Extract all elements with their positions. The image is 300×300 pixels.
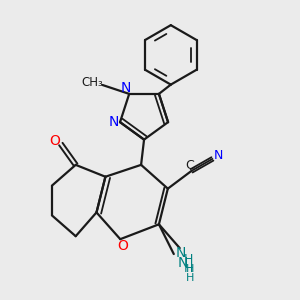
Text: H: H [184, 262, 193, 275]
Text: H: H [184, 254, 193, 266]
Text: N: N [214, 149, 223, 162]
Text: O: O [50, 134, 60, 148]
Text: N: N [121, 81, 131, 95]
Text: CH₃: CH₃ [81, 76, 103, 88]
Text: N: N [108, 115, 119, 129]
Text: N: N [178, 256, 188, 270]
Text: H: H [186, 265, 194, 275]
Text: H: H [186, 273, 194, 284]
Text: O: O [117, 239, 128, 253]
Text: N: N [176, 245, 186, 260]
Text: C: C [186, 159, 194, 172]
